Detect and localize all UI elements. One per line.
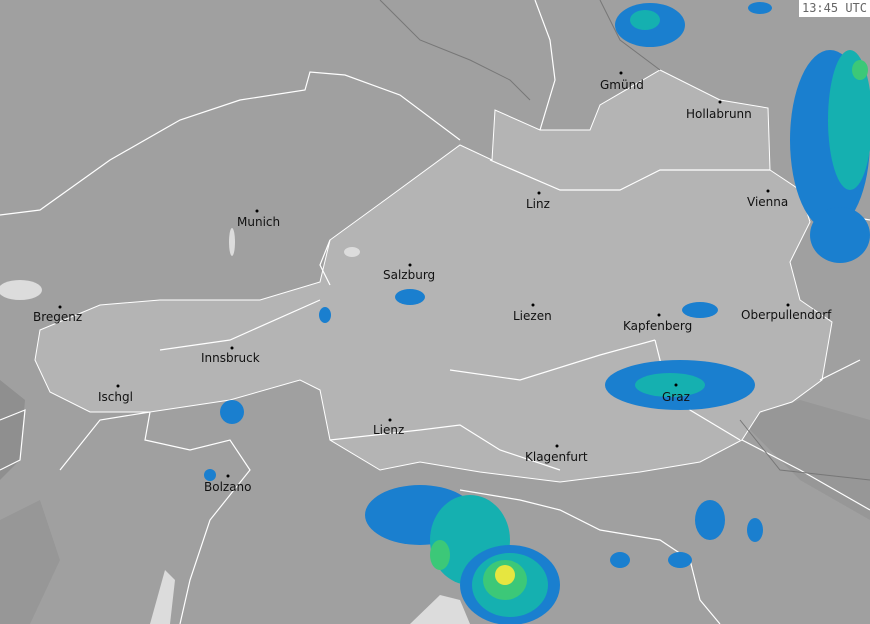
- lake-garda: [150, 570, 175, 624]
- city-dot: [226, 474, 230, 478]
- city-salzburg[interactable]: Salzburg: [383, 263, 435, 283]
- city-label: Linz: [526, 197, 550, 211]
- city-lienz[interactable]: Lienz: [373, 418, 404, 438]
- city-dot: [674, 383, 678, 387]
- city-label: Klagenfurt: [525, 450, 588, 464]
- city-oberpullendorf[interactable]: Oberpullendorf: [741, 303, 832, 323]
- city-vienna[interactable]: Vienna: [747, 189, 788, 210]
- city-label: Salzburg: [383, 268, 435, 282]
- city-dot: [619, 71, 623, 75]
- city-dot: [786, 303, 790, 307]
- timestamp-label: 13:45 UTC: [798, 0, 870, 17]
- city-dot: [718, 100, 722, 104]
- lake-starnberg: [229, 228, 235, 256]
- city-dot: [116, 384, 120, 388]
- city-munich[interactable]: Munich: [237, 209, 280, 230]
- city-label: Ischgl: [98, 390, 133, 404]
- city-dot: [408, 263, 412, 267]
- city-dot: [657, 313, 661, 317]
- city-label: Vienna: [747, 195, 788, 209]
- region-lombardy: [0, 500, 60, 624]
- city-gmund[interactable]: Gmünd: [600, 71, 644, 93]
- city-label: Innsbruck: [201, 351, 260, 365]
- radar-echoes: [204, 2, 870, 624]
- city-dot: [58, 305, 62, 309]
- city-bregenz[interactable]: Bregenz: [33, 305, 82, 325]
- city-ischgl[interactable]: Ischgl: [98, 384, 133, 405]
- city-kapfenberg[interactable]: Kapfenberg: [623, 313, 692, 334]
- city-hollabrunn[interactable]: Hollabrunn: [686, 100, 752, 122]
- city-klagenfurt[interactable]: Klagenfurt: [525, 444, 588, 465]
- city-graz[interactable]: Graz: [662, 383, 690, 405]
- city-label: Graz: [662, 390, 690, 404]
- lake-constance: [0, 280, 42, 300]
- city-dot: [766, 189, 770, 193]
- city-linz[interactable]: Linz: [526, 191, 550, 212]
- city-innsbruck[interactable]: Innsbruck: [201, 346, 260, 366]
- city-label: Hollabrunn: [686, 107, 752, 121]
- city-dot: [255, 209, 259, 213]
- lake-chiemsee: [344, 247, 360, 257]
- city-labels: Gmünd Hollabrunn Linz Vienna Munich Salz…: [33, 71, 832, 495]
- region-hungary: [740, 400, 870, 520]
- city-label: Gmünd: [600, 78, 644, 92]
- city-label: Kapfenberg: [623, 319, 692, 333]
- sea-adriatic: [410, 595, 470, 624]
- city-label: Liezen: [513, 309, 552, 323]
- city-liezen[interactable]: Liezen: [513, 303, 552, 324]
- city-bolzano[interactable]: Bolzano: [204, 474, 252, 495]
- city-dot: [230, 346, 234, 350]
- region-switzerland: [0, 380, 25, 480]
- city-label: Oberpullendorf: [741, 308, 832, 322]
- city-dot: [388, 418, 392, 422]
- city-label: Lienz: [373, 423, 404, 437]
- city-label: Munich: [237, 215, 280, 229]
- outer-borders: [379, 0, 870, 481]
- city-label: Bregenz: [33, 310, 82, 324]
- city-label: Bolzano: [204, 480, 252, 494]
- city-dot: [531, 303, 535, 307]
- city-dot: [537, 191, 541, 195]
- city-dot: [555, 444, 559, 448]
